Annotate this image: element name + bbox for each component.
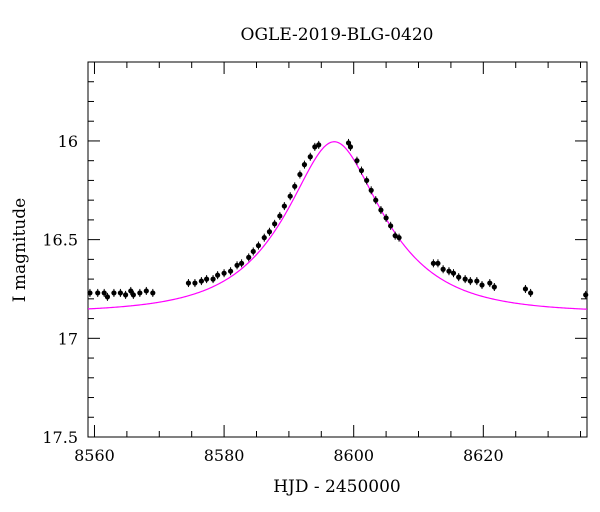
- data-point: [215, 272, 221, 278]
- model-curve-layer: [87, 141, 588, 310]
- data-point: [474, 278, 480, 284]
- data-point: [234, 262, 240, 268]
- data-point: [528, 290, 534, 296]
- x-tick-label: 8600: [333, 446, 374, 465]
- data-point: [104, 294, 111, 300]
- x-tick-label: 8620: [463, 446, 504, 465]
- data-point: [250, 248, 256, 255]
- data-point: [301, 162, 308, 168]
- data-point: [287, 193, 293, 199]
- y-tick-label: 17.5: [42, 428, 78, 447]
- data-point: [479, 282, 485, 288]
- data-point: [221, 270, 227, 276]
- data-point: [456, 274, 462, 280]
- data-point: [450, 270, 457, 276]
- data-point: [227, 268, 234, 274]
- data-point: [583, 292, 589, 298]
- data-point: [255, 242, 262, 249]
- data-point: [117, 290, 124, 296]
- data-point: [378, 207, 384, 213]
- data-point: [467, 278, 473, 284]
- data-point: [462, 276, 468, 282]
- model-curve: [87, 141, 588, 310]
- data-point: [122, 292, 129, 298]
- data-point: [143, 288, 149, 294]
- data-point: [150, 290, 156, 296]
- data-point: [435, 260, 441, 266]
- data-point: [446, 268, 452, 274]
- data-point: [128, 288, 134, 294]
- data-point: [392, 233, 398, 239]
- data-point: [491, 284, 497, 290]
- data-point: [345, 140, 352, 146]
- data-point: [246, 254, 252, 260]
- x-axis-label: HJD - 2450000: [273, 477, 401, 497]
- plot-area: [87, 61, 588, 438]
- data-point: [198, 278, 205, 284]
- data-point: [111, 290, 117, 296]
- data-point: [388, 223, 394, 229]
- plot-frame: [87, 61, 588, 438]
- data-point: [358, 167, 365, 174]
- chart-title: OGLE-2019-BLG-0420: [241, 25, 434, 45]
- y-axis-label: I magnitude: [10, 198, 30, 302]
- data-point: [210, 276, 216, 282]
- data-point: [87, 290, 93, 296]
- data-point: [440, 266, 446, 272]
- data-point: [354, 158, 360, 164]
- data-point: [272, 221, 278, 227]
- data-point: [396, 235, 402, 241]
- data-point: [312, 144, 318, 150]
- x-tick-label: 8580: [204, 446, 245, 465]
- data-point: [373, 197, 379, 203]
- data-point: [292, 183, 298, 189]
- x-axis: 8560 8580 8600 8620: [74, 62, 582, 465]
- data-point: [277, 213, 283, 219]
- data-point: [261, 235, 267, 241]
- data-point: [192, 280, 198, 286]
- data-point: [281, 203, 287, 209]
- y-tick-label: 16.5: [42, 231, 78, 250]
- data-point: [297, 171, 303, 178]
- data-point: [266, 229, 273, 235]
- y-tick-label: 16: [58, 132, 78, 151]
- data-point: [364, 177, 370, 184]
- data-point: [316, 142, 322, 148]
- data-point: [430, 260, 437, 266]
- y-axis: 16 16.5 17 17.5: [42, 61, 587, 447]
- y-tick-label: 17: [58, 329, 78, 348]
- data-points-layer: [87, 138, 589, 301]
- data-point: [522, 286, 529, 292]
- data-point: [95, 290, 101, 296]
- data-point: [203, 276, 210, 282]
- data-point: [185, 280, 192, 286]
- data-point: [130, 292, 136, 298]
- data-point: [487, 280, 493, 286]
- x-tick-label: 8560: [74, 446, 115, 465]
- data-point: [238, 260, 245, 266]
- data-point: [383, 215, 389, 221]
- data-point: [368, 187, 374, 193]
- data-point: [137, 290, 143, 296]
- data-point: [307, 154, 313, 160]
- data-point: [347, 144, 354, 150]
- data-point: [101, 290, 107, 296]
